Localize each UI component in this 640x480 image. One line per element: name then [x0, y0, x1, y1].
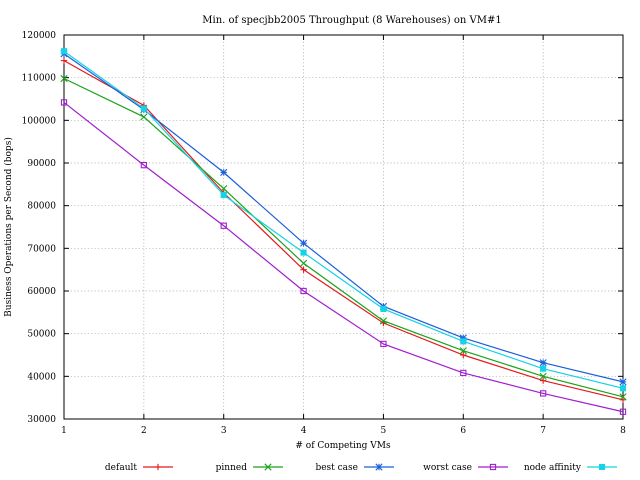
data-point-best-case — [299, 239, 308, 247]
y-tick-label: 120000 — [22, 31, 57, 41]
data-point-worst-case — [220, 222, 227, 229]
y-tick-label: 40000 — [27, 372, 56, 382]
y-tick-label: 50000 — [27, 330, 56, 340]
data-point-best-case — [619, 378, 627, 386]
y-tick-label: 60000 — [27, 287, 56, 297]
x-tick-label: 1 — [61, 426, 67, 436]
data-point-node-affinity — [619, 385, 627, 392]
legend-label: node affinity — [524, 463, 582, 473]
grid — [64, 35, 623, 419]
legend: default pinned best case worst case node aff… — [105, 463, 617, 473]
legend-label: pinned — [216, 463, 248, 473]
series-worst-case — [60, 99, 627, 415]
y-tick-label: 30000 — [27, 415, 56, 425]
legend-label: default — [105, 463, 137, 473]
x-tick-label: 5 — [381, 426, 387, 436]
legend-item-worst-case: worst case — [423, 463, 508, 473]
x-tick-label: 7 — [540, 426, 546, 436]
x-axis-ticks: 1 2 3 4 5 6 7 8 — [61, 35, 626, 436]
data-point-default — [60, 57, 68, 64]
plot-frame — [63, 34, 624, 420]
data-point-node-affinity — [220, 191, 227, 199]
legend-label: worst case — [423, 463, 472, 473]
data-point-best-case — [539, 359, 547, 367]
legend-marker — [489, 463, 497, 471]
legend-marker — [264, 463, 272, 471]
data-point-pinned — [220, 185, 228, 193]
data-point-pinned — [140, 113, 148, 121]
series-line-default — [63, 60, 624, 401]
legend-label: best case — [315, 463, 358, 473]
data-point-node-affinity — [300, 249, 307, 256]
data-point-best-case — [220, 168, 228, 176]
series-line-worst-case — [63, 101, 624, 413]
data-point-worst-case — [380, 340, 387, 348]
y-tick-label: 90000 — [27, 159, 56, 169]
legend-marker — [598, 463, 606, 471]
x-axis-title: # of Competing VMs — [295, 441, 391, 451]
y-tick-label: 100000 — [22, 116, 57, 126]
series-node-affinity — [60, 48, 627, 392]
y-axis-title: Business Operations per Second (bops) — [3, 137, 14, 317]
data-point-pinned — [539, 372, 547, 380]
legend-item-node-affinity: node affinity — [524, 463, 617, 473]
data-point-node-affinity — [60, 48, 68, 55]
legend-item-best-case: best case — [315, 463, 394, 473]
data-point-node-affinity — [460, 338, 467, 345]
y-tick-label: 80000 — [27, 202, 56, 212]
data-point-pinned — [299, 259, 308, 267]
data-point-pinned — [60, 74, 68, 83]
x-tick-label: 4 — [301, 426, 307, 436]
y-tick-label: 110000 — [22, 74, 57, 84]
data-point-worst-case — [619, 408, 627, 415]
data-point-worst-case — [140, 161, 148, 169]
x-tick-label: 2 — [141, 426, 147, 436]
y-tick-label: 70000 — [27, 244, 56, 254]
data-point-worst-case — [539, 390, 547, 397]
series-pinned — [60, 74, 627, 401]
data-point-node-affinity — [540, 365, 547, 372]
data-point-default — [539, 377, 547, 384]
data-point-worst-case — [460, 369, 467, 377]
data-point-pinned — [379, 317, 388, 325]
y-axis-ticks: 30000 40000 50000 60000 70000 80000 90000 10000… — [22, 31, 623, 425]
series-line-best-case — [63, 53, 624, 383]
data-point-node-affinity — [140, 105, 147, 112]
data-point-default — [460, 351, 467, 359]
series-line-node-affinity — [63, 50, 624, 389]
series-line-pinned — [63, 77, 624, 398]
data-point-node-affinity — [380, 305, 387, 312]
data-point-pinned — [459, 347, 467, 355]
x-tick-label: 8 — [620, 426, 626, 436]
legend-marker — [154, 463, 162, 471]
legend-marker — [375, 463, 383, 471]
legend-item-default: default — [105, 463, 173, 473]
series-best-case — [60, 50, 627, 386]
data-point-worst-case — [300, 287, 307, 295]
chart-title: Min. of specjbb2005 Throughput (8 Wareho… — [202, 15, 501, 26]
data-point-worst-case — [60, 99, 68, 106]
x-tick-label: 3 — [221, 426, 227, 436]
data-point-pinned — [619, 393, 627, 401]
series-layer — [60, 48, 627, 415]
data-point-default — [619, 396, 627, 403]
legend-item-pinned: pinned — [216, 463, 283, 473]
x-tick-label: 6 — [460, 426, 466, 436]
data-point-default — [300, 266, 307, 273]
